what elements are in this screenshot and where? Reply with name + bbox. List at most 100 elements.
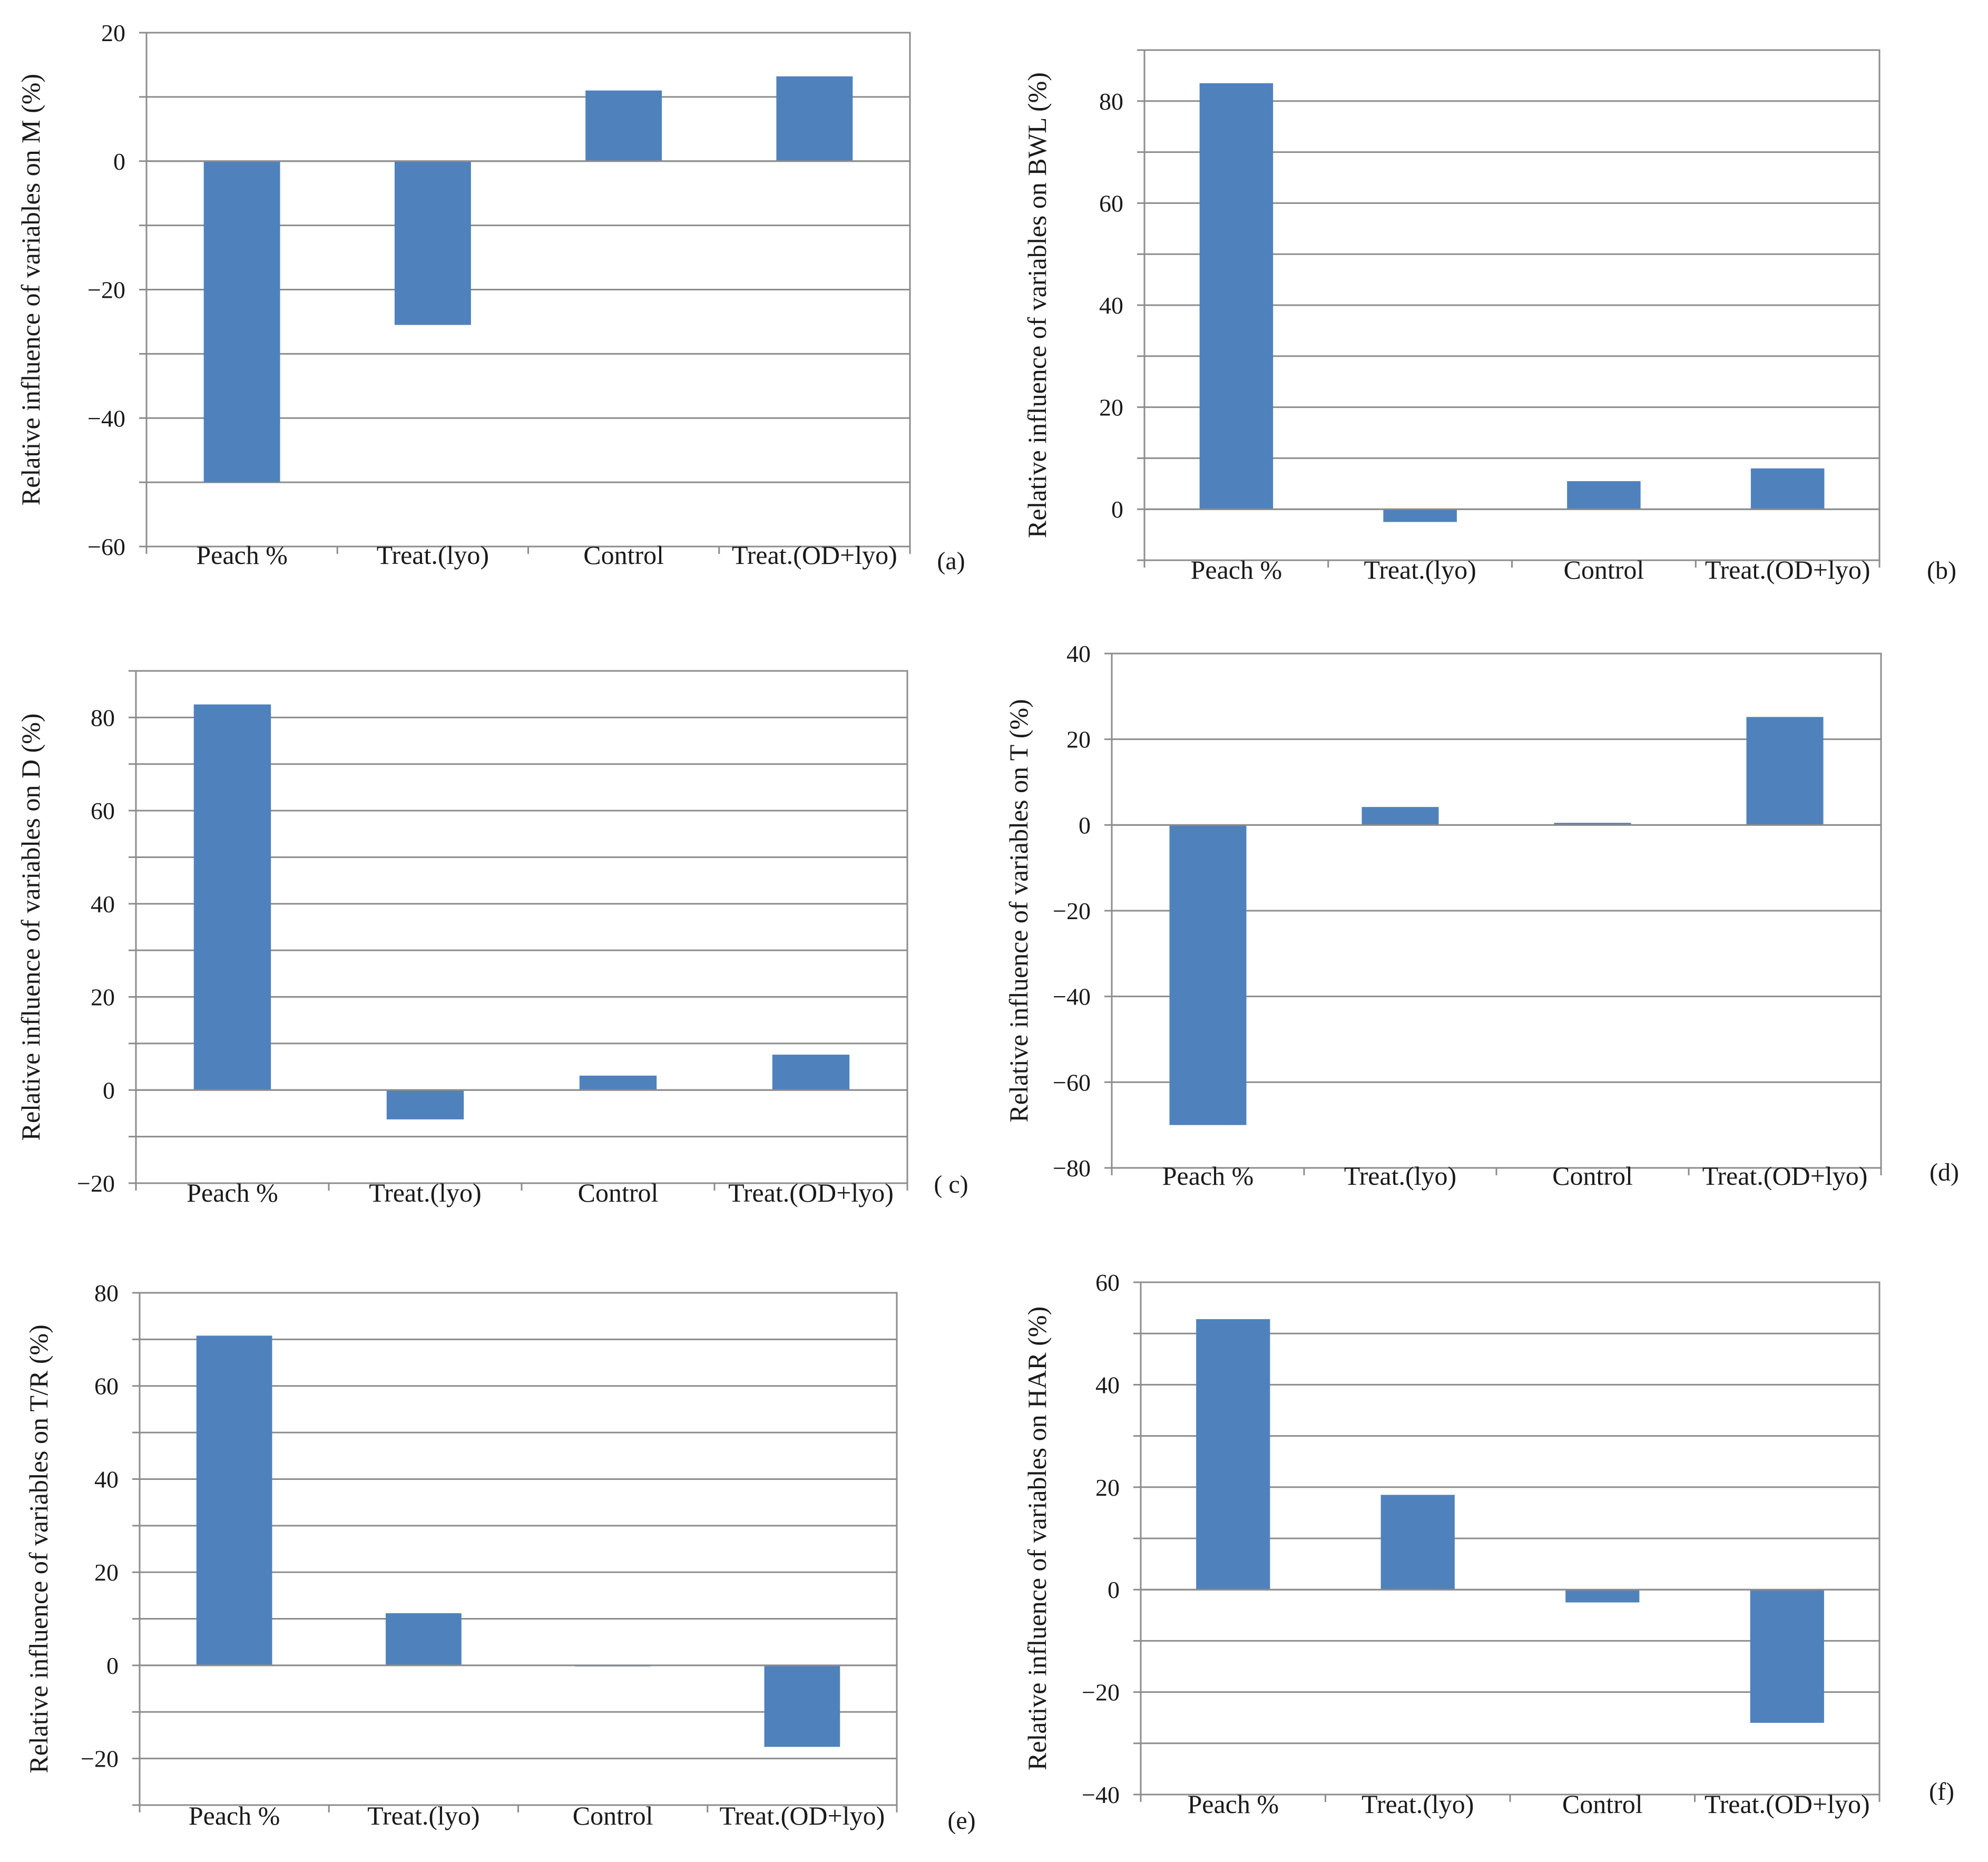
bar-treat-od-lyo — [1746, 717, 1824, 825]
x-category-label: Peach % — [196, 540, 288, 570]
x-category-label: Treat.(OD+lyo) — [1702, 1161, 1868, 1191]
bar-treat-lyo — [386, 1613, 462, 1665]
y-tick-label: 0 — [106, 1652, 119, 1679]
panel-label: (e) — [947, 1807, 975, 1835]
x-category-label: Peach % — [1162, 1161, 1254, 1191]
y-tick-label: −20 — [87, 277, 125, 304]
panel-label: (a) — [937, 547, 965, 575]
bar-peach — [1199, 83, 1274, 510]
x-category-label: Control — [583, 540, 664, 570]
x-category-label: Treat.(lyo) — [1344, 1161, 1456, 1191]
y-tick-label: −60 — [87, 533, 125, 560]
chart-4: 40 20 0 −20 −40 −60 −80 Peach % Treat.(lyo) Contr… — [1004, 640, 1959, 1191]
x-category-label: Treat.(lyo) — [377, 540, 489, 570]
y-axis-title: Relative influence of variables on BWL (… — [1022, 72, 1052, 538]
bar-treat-od-lyo — [772, 1055, 850, 1090]
y-tick-label: −20 — [1053, 898, 1091, 924]
bar-control — [579, 1075, 657, 1090]
bar-control — [1565, 1590, 1640, 1603]
y-tick-label: −20 — [1082, 1679, 1120, 1706]
y-tick-label: −40 — [1082, 1781, 1120, 1808]
bar-treat-od-lyo — [1750, 1590, 1824, 1723]
y-tick-label: 40 — [1095, 1371, 1120, 1398]
y-tick-label: −20 — [77, 1170, 115, 1197]
bar-peach — [193, 704, 271, 1090]
x-category-label: Treat.(OD+lyo) — [1705, 555, 1871, 584]
chart-2: 80 60 40 20 0 Peach % Treat.(lyo) Control Treat.… — [1022, 49, 1956, 584]
y-tick-label: 40 — [91, 891, 115, 918]
y-tick-label: 0 — [1079, 812, 1091, 839]
y-axis-title: Relative influence of variables on T (%) — [1004, 699, 1033, 1122]
y-axis-title: Relative influence of variables on D (%) — [16, 714, 45, 1141]
y-axis-title: Relative influence of variables on HAR (… — [1022, 1307, 1052, 1770]
y-tick-label: 0 — [1108, 1576, 1120, 1603]
panel-label: ( c) — [934, 1171, 968, 1198]
x-category-label: Control — [1563, 555, 1644, 584]
y-axis-title: Relative influence of variables on T/R (… — [24, 1324, 53, 1773]
bar-treat-od-lyo — [776, 76, 853, 161]
y-tick-label: −20 — [81, 1746, 119, 1772]
y-tick-label: −40 — [1053, 983, 1091, 1010]
x-category-label: Treat.(lyo) — [1362, 1789, 1474, 1819]
y-tick-label: −80 — [1053, 1155, 1091, 1182]
x-category-label: Peach % — [189, 1801, 280, 1830]
y-tick-label: 80 — [94, 1280, 119, 1307]
bar-peach — [203, 161, 280, 483]
y-tick-label: 0 — [103, 1077, 115, 1104]
x-category-label: Treat.(OD+lyo) — [1705, 1789, 1870, 1819]
y-axis-title: Relative influence of variables on M (%) — [16, 74, 45, 505]
y-tick-label: 60 — [1095, 1269, 1120, 1296]
y-tick-label: 20 — [101, 20, 125, 46]
y-tick-label: 0 — [1111, 496, 1123, 523]
x-category-label: Control — [1562, 1789, 1643, 1819]
x-category-label: Treat.(OD+lyo) — [732, 540, 897, 570]
bar-treat-od-lyo — [764, 1665, 840, 1747]
y-tick-label: 80 — [1099, 88, 1123, 115]
x-category-label: Treat.(OD+lyo) — [719, 1801, 885, 1830]
y-tick-label: −60 — [1053, 1069, 1091, 1096]
bar-treat-lyo — [394, 161, 471, 325]
bar-treat-lyo — [1383, 509, 1457, 522]
y-tick-label: 0 — [113, 148, 125, 175]
bar-peach — [1169, 825, 1247, 1125]
y-tick-label: 60 — [91, 797, 115, 824]
y-tick-label: 20 — [94, 1559, 119, 1586]
x-category-label: Control — [573, 1801, 653, 1830]
x-category-label: Peach % — [1187, 1789, 1279, 1819]
y-tick-label: 80 — [91, 704, 115, 731]
y-tick-label: 40 — [1099, 292, 1123, 319]
x-category-label: Treat.(lyo) — [369, 1178, 481, 1207]
x-category-label: Control — [1552, 1161, 1633, 1191]
bar-peach — [1196, 1319, 1270, 1590]
bar-treat-lyo — [1362, 807, 1439, 825]
bar-treat-lyo — [1380, 1495, 1455, 1590]
panel-label: (d) — [1930, 1158, 1959, 1186]
bar-control — [1567, 481, 1641, 510]
x-category-label: Treat.(lyo) — [367, 1801, 479, 1830]
y-tick-label: 20 — [1099, 394, 1123, 421]
x-category-label: Control — [578, 1178, 659, 1207]
bar-control — [1554, 823, 1631, 825]
y-tick-label: 40 — [1066, 640, 1091, 667]
chart-1: 20 0 −20 −40 −60 Peach % Treat.(lyo) Control Tre… — [16, 20, 965, 575]
chart-5: 80 60 40 20 0 −20 Peach % Treat.(lyo) Control Tre… — [24, 1280, 976, 1835]
chart-3: 80 60 40 20 0 −20 Peach % Treat.(lyo) Control Tre… — [16, 670, 968, 1207]
bar-treat-lyo — [386, 1090, 464, 1119]
y-tick-label: 20 — [1095, 1474, 1120, 1501]
y-tick-label: 40 — [94, 1466, 119, 1493]
x-category-label: Treat.(OD+lyo) — [728, 1178, 894, 1207]
bar-peach — [196, 1335, 272, 1665]
y-tick-label: 20 — [1066, 726, 1091, 753]
y-tick-label: −40 — [87, 405, 125, 432]
x-category-label: Treat.(lyo) — [1364, 555, 1476, 584]
x-category-label: Peach % — [1191, 555, 1282, 584]
x-category-label: Peach % — [187, 1178, 278, 1207]
y-tick-label: 60 — [94, 1373, 119, 1400]
panel-label: (b) — [1927, 557, 1956, 584]
bar-treat-od-lyo — [1750, 468, 1825, 510]
bar-control — [585, 90, 662, 161]
panel-label: (f) — [1929, 1778, 1954, 1806]
y-tick-label: 60 — [1099, 190, 1123, 217]
y-tick-label: 20 — [91, 984, 115, 1011]
